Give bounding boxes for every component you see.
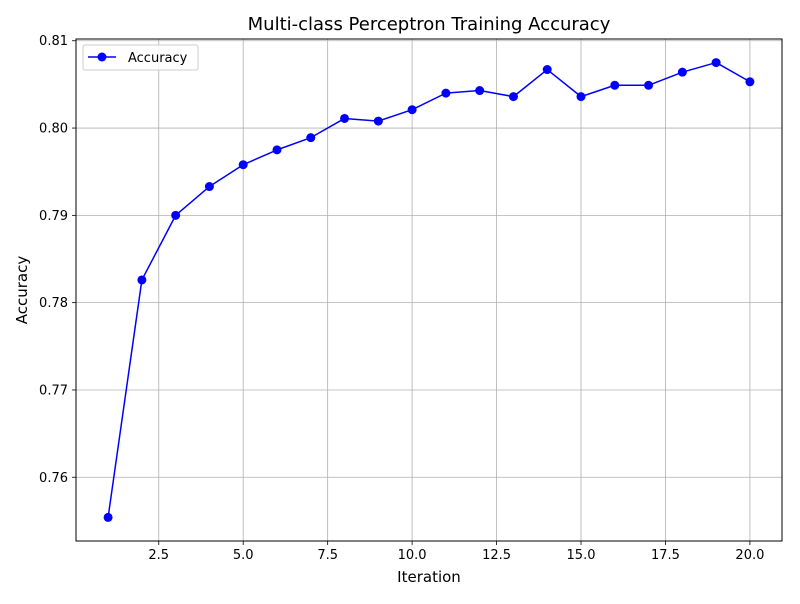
chart-title: Multi-class Perceptron Training Accuracy bbox=[248, 14, 611, 35]
data-point bbox=[610, 80, 620, 90]
axis-ticks: 2.5 5.0 7.5 10.0 12.5 15.0 17.5 20.0 0.76 0.77 0.7… bbox=[39, 34, 764, 563]
y-tick-label: 0.77 bbox=[39, 383, 68, 398]
y-tick-label: 0.81 bbox=[39, 34, 68, 49]
x-tick-label: 15.0 bbox=[567, 548, 596, 563]
data-point bbox=[644, 80, 654, 90]
x-tick-label: 2.5 bbox=[148, 548, 169, 563]
data-point bbox=[306, 133, 316, 143]
data-point bbox=[171, 210, 181, 220]
y-tick-label: 0.80 bbox=[39, 122, 68, 137]
data-point bbox=[576, 92, 586, 102]
data-point bbox=[475, 86, 485, 96]
x-tick-label: 17.5 bbox=[651, 548, 680, 563]
grid-lines bbox=[76, 39, 782, 541]
legend: Accuracy bbox=[82, 44, 199, 71]
y-axis-label: Accuracy bbox=[13, 256, 31, 325]
data-point bbox=[238, 160, 248, 170]
data-point bbox=[340, 113, 350, 123]
x-tick-label: 7.5 bbox=[317, 548, 338, 563]
x-tick-label: 10.0 bbox=[398, 548, 427, 563]
x-tick-label: 12.5 bbox=[482, 548, 511, 563]
legend-marker bbox=[97, 52, 107, 62]
data-point bbox=[272, 145, 282, 155]
data-series bbox=[103, 58, 755, 522]
y-tick-label: 0.78 bbox=[39, 296, 68, 311]
data-point bbox=[373, 116, 383, 126]
data-point bbox=[103, 512, 113, 522]
data-point bbox=[677, 67, 687, 77]
axes-frame bbox=[75, 38, 783, 542]
legend-label: Accuracy bbox=[128, 51, 188, 66]
y-tick-label: 0.76 bbox=[39, 471, 68, 486]
data-point bbox=[441, 88, 451, 98]
x-tick-label: 20.0 bbox=[735, 548, 764, 563]
data-point bbox=[542, 65, 552, 75]
legend-box bbox=[82, 44, 199, 71]
data-point bbox=[745, 77, 755, 87]
data-point bbox=[711, 58, 721, 68]
x-axis-label: Iteration bbox=[397, 568, 461, 586]
data-point bbox=[137, 275, 147, 285]
y-tick-label: 0.79 bbox=[39, 209, 68, 224]
x-tick-label: 5.0 bbox=[233, 548, 254, 563]
series-line bbox=[107, 61, 751, 518]
data-point bbox=[508, 92, 518, 102]
data-point bbox=[407, 105, 417, 115]
data-point bbox=[204, 182, 214, 192]
